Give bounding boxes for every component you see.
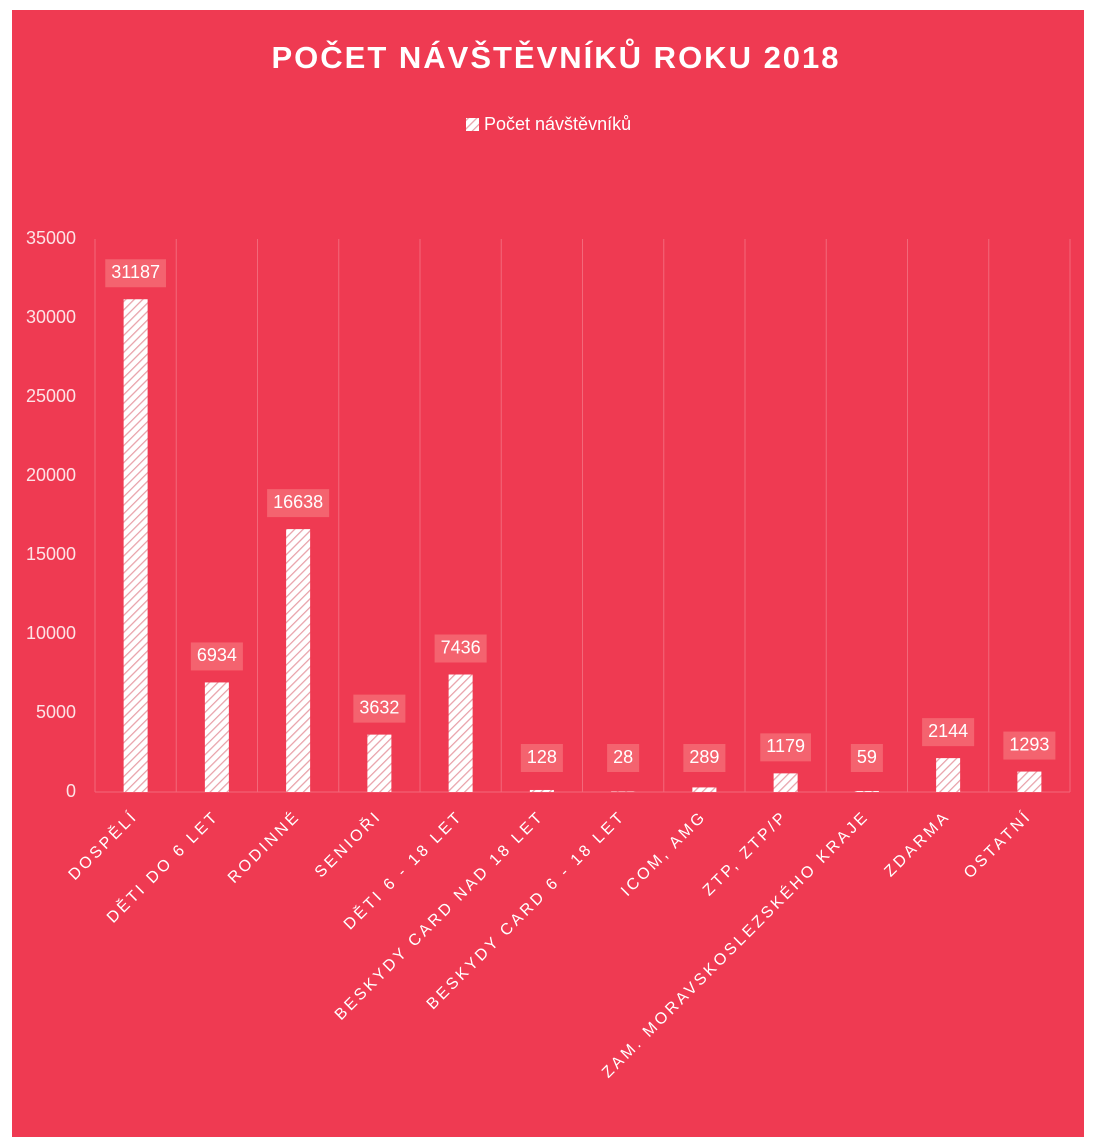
bar (854, 791, 879, 792)
data-label-box (683, 744, 726, 772)
data-label: 28 (613, 747, 633, 767)
data-label-box (353, 694, 406, 723)
data-label: 31187 (111, 262, 160, 282)
y-tick-label: 15000 (26, 544, 76, 564)
y-tick-label: 35000 (26, 228, 76, 248)
data-label-box (1003, 731, 1056, 760)
bar (692, 787, 717, 792)
bar (367, 734, 392, 792)
y-tick-label: 5000 (36, 702, 76, 722)
data-label: 1293 (1009, 734, 1049, 754)
y-tick-label: 0 (66, 781, 76, 801)
bar (448, 674, 473, 792)
data-label-box (760, 733, 811, 762)
data-label-box (520, 744, 563, 772)
y-tick-label: 20000 (26, 465, 76, 485)
data-label: 6934 (197, 645, 237, 665)
data-label: 2144 (928, 721, 968, 741)
data-label: 59 (857, 747, 877, 767)
data-label-box (607, 744, 640, 772)
bar (529, 789, 554, 792)
y-tick-label: 10000 (26, 623, 76, 643)
data-label: 1179 (766, 736, 805, 756)
legend-swatch (466, 118, 479, 131)
data-label: 16638 (273, 492, 323, 512)
chart-title: POČET NÁVŠTĚVNÍKŮ ROKU 2018 (271, 37, 840, 75)
bar (123, 299, 148, 792)
bar (204, 682, 229, 792)
data-label-box (922, 718, 975, 747)
chart-background (12, 10, 1084, 1137)
data-label: 128 (527, 747, 557, 767)
data-label-box (267, 489, 330, 518)
data-label-box (434, 634, 487, 663)
y-tick-label: 30000 (26, 307, 76, 327)
bar (1017, 771, 1042, 792)
bar (286, 529, 311, 792)
y-tick-label: 25000 (26, 386, 76, 406)
legend-label: Počet návštěvníků (484, 114, 631, 134)
data-label-box (190, 642, 243, 671)
data-label-box (105, 259, 166, 288)
bar (936, 758, 961, 792)
data-label: 3632 (359, 697, 399, 717)
bar (773, 773, 798, 792)
data-label: 289 (689, 747, 719, 767)
data-label-box (850, 744, 883, 772)
data-label: 7436 (441, 637, 481, 657)
